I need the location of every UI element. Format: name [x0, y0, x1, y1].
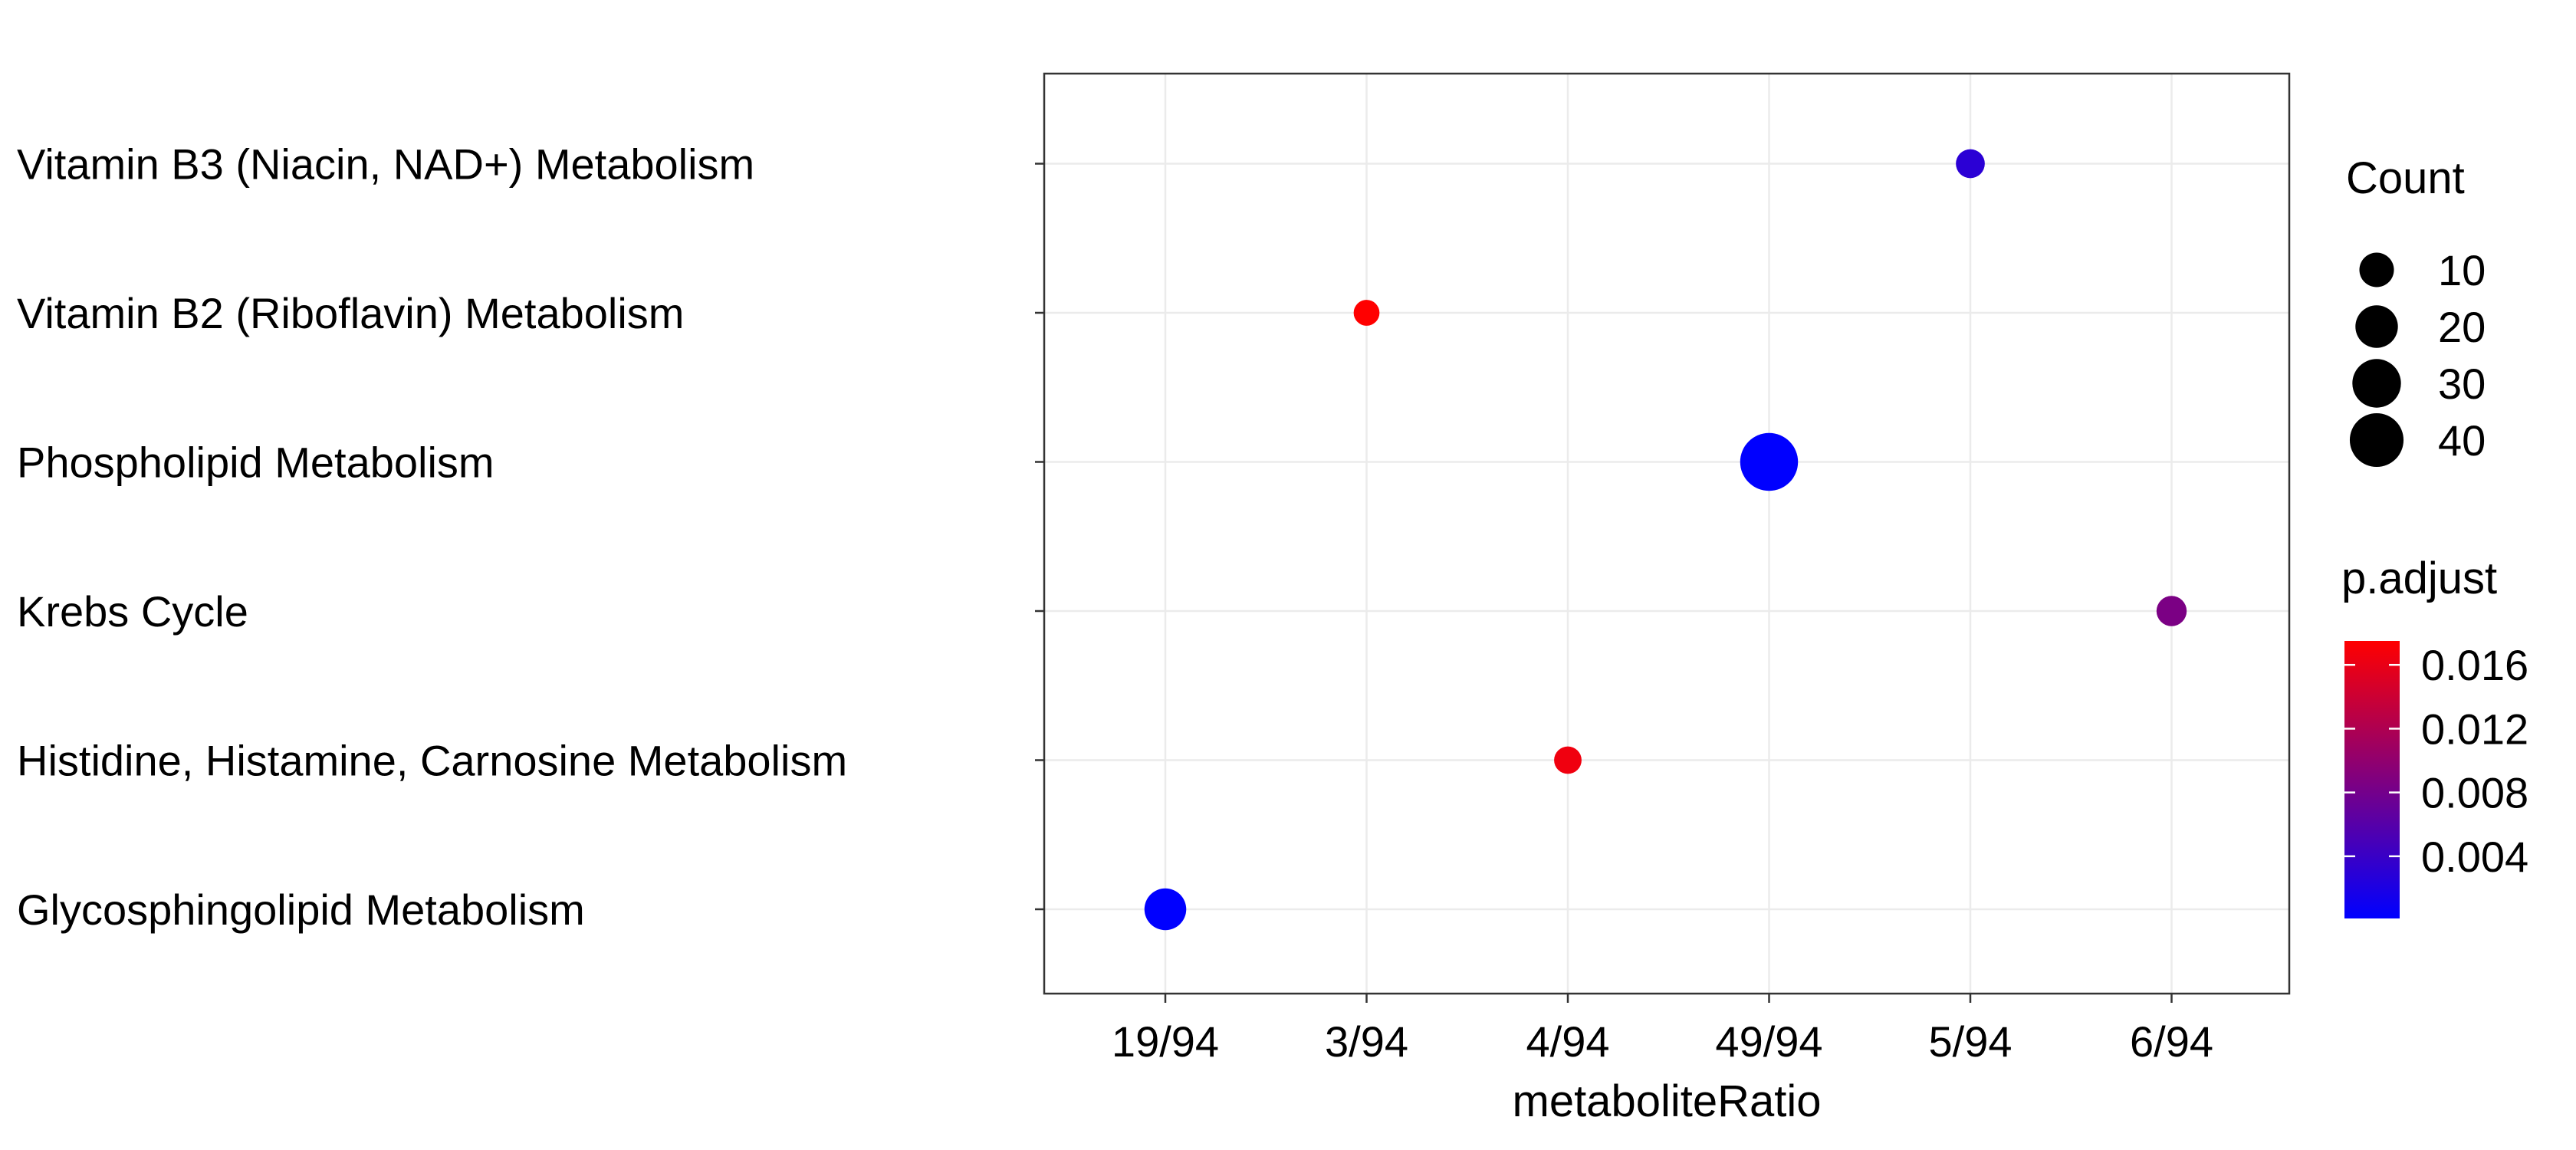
- y-tick-label: Histidine, Histamine, Carnosine Metaboli…: [17, 737, 847, 785]
- legend-count-label: 40: [2438, 416, 2486, 465]
- legend-count-label: 20: [2438, 303, 2486, 351]
- grid-lines: [1044, 74, 2289, 994]
- data-point: [1554, 746, 1582, 774]
- colorbar-label: 0.004: [2421, 833, 2528, 881]
- colorbar-label: 0.008: [2421, 769, 2528, 817]
- legend-count-key: [2349, 412, 2404, 468]
- legend-count-label: 10: [2438, 246, 2486, 294]
- y-axis: Glycosphingolipid Metabolism Histidine, H…: [17, 140, 1044, 934]
- x-tick-label: 49/94: [1715, 1017, 1822, 1066]
- colorbar-label: 0.012: [2421, 705, 2528, 753]
- data-point: [1740, 432, 1799, 491]
- y-tick-label: Krebs Cycle: [17, 587, 248, 636]
- x-tick-label: 4/94: [1526, 1017, 1610, 1066]
- x-tick-label: 6/94: [2130, 1017, 2213, 1066]
- data-point: [2156, 596, 2187, 626]
- data-point: [1956, 149, 1985, 179]
- x-tick-label: 5/94: [1929, 1017, 2013, 1066]
- y-tick-label: Vitamin B3 (Niacin, NAD+) Metabolism: [17, 140, 754, 189]
- legend-p-adjust-title: p.adjust: [2341, 554, 2497, 603]
- x-tick-label: 3/94: [1325, 1017, 1408, 1066]
- colorbar: [2344, 641, 2400, 918]
- legend-count-key: [2355, 305, 2398, 348]
- colorbar-label: 0.016: [2421, 641, 2528, 689]
- x-axis: 19/94 3/94 4/94 49/94 5/94 6/94: [1112, 994, 2213, 1066]
- legend-count-key: [2359, 252, 2394, 288]
- x-axis-title: metaboliteRatio: [1513, 1076, 1822, 1126]
- panel-border: [1043, 72, 2291, 995]
- y-tick-label: Vitamin B2 (Riboflavin) Metabolism: [17, 289, 684, 337]
- legend-count-key: [2352, 359, 2401, 408]
- legend-count: Count 10 20 30 40: [2346, 153, 2486, 468]
- x-tick-label: 19/94: [1112, 1017, 1219, 1066]
- y-tick-label: Phospholipid Metabolism: [17, 439, 495, 487]
- data-point: [1144, 888, 1187, 931]
- points: [1144, 149, 2187, 931]
- data-point: [1353, 300, 1380, 326]
- y-tick-label: Glycosphingolipid Metabolism: [17, 886, 585, 934]
- legend-count-label: 30: [2438, 360, 2486, 408]
- legend-count-title: Count: [2346, 153, 2465, 203]
- legend-p-adjust: p.adjust 0.004 0.008 0.012 0.016: [2341, 554, 2528, 918]
